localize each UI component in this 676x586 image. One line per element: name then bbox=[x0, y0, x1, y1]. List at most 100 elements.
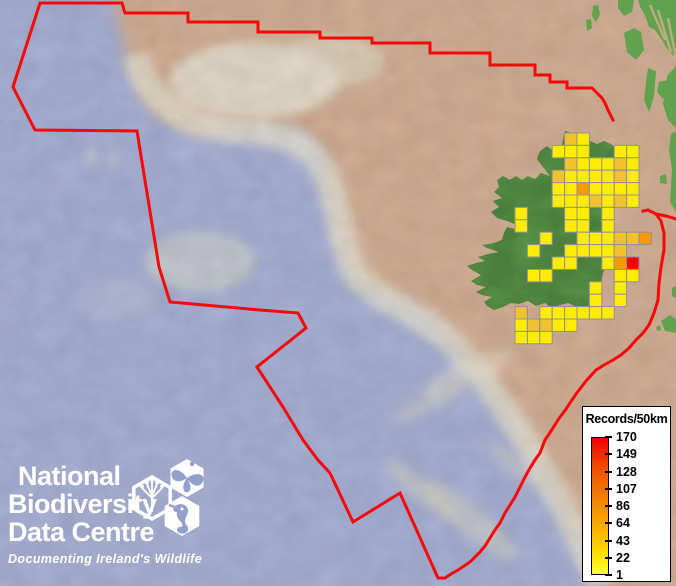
grid-cell[interactable] bbox=[613, 293, 628, 308]
grid-cell[interactable] bbox=[626, 157, 640, 171]
grid-cell[interactable] bbox=[613, 157, 628, 171]
grid-cell[interactable] bbox=[613, 256, 628, 270]
grid-cell[interactable] bbox=[613, 281, 628, 295]
grid-cell[interactable] bbox=[539, 231, 553, 246]
grid-cell[interactable] bbox=[588, 169, 603, 184]
grid-cell[interactable] bbox=[551, 306, 566, 320]
grid-cell[interactable] bbox=[601, 231, 615, 246]
legend-tick-value: 43 bbox=[616, 533, 630, 548]
grid-cell[interactable] bbox=[576, 132, 590, 146]
grid-cell[interactable] bbox=[613, 268, 628, 283]
grid-cell[interactable] bbox=[576, 244, 590, 258]
grid-cell[interactable] bbox=[564, 182, 578, 196]
grid-cell[interactable] bbox=[613, 169, 628, 184]
grid-cell[interactable] bbox=[526, 268, 541, 283]
grid-cell[interactable] bbox=[626, 144, 640, 159]
grid-cell[interactable] bbox=[564, 132, 578, 146]
coastal-strips bbox=[656, 131, 676, 333]
grid-cell[interactable] bbox=[551, 194, 566, 208]
grid-cell[interactable] bbox=[601, 169, 615, 184]
legend-tick-mark bbox=[605, 505, 612, 507]
grid-cell[interactable] bbox=[626, 256, 640, 270]
grid-cell[interactable] bbox=[613, 144, 628, 159]
grid-cell[interactable] bbox=[626, 182, 640, 196]
grid-cell[interactable] bbox=[576, 157, 590, 171]
grid-cell[interactable] bbox=[613, 244, 628, 258]
grid-cell[interactable] bbox=[539, 330, 553, 345]
grid-cell[interactable] bbox=[551, 144, 566, 159]
grid-cell[interactable] bbox=[564, 194, 578, 208]
grid-cell[interactable] bbox=[564, 244, 578, 258]
grid-cell[interactable] bbox=[576, 206, 590, 221]
grid-cell[interactable] bbox=[588, 194, 603, 208]
grid-cell[interactable] bbox=[601, 244, 615, 258]
grid-cell[interactable] bbox=[514, 330, 528, 345]
grid-cell[interactable] bbox=[551, 256, 566, 270]
grid-cell[interactable] bbox=[551, 169, 566, 184]
grid-cell[interactable] bbox=[576, 194, 590, 208]
legend-tick-mark bbox=[605, 556, 612, 559]
grid-cell[interactable] bbox=[526, 244, 541, 258]
grid-cell[interactable] bbox=[539, 318, 553, 332]
grid-cell[interactable] bbox=[588, 244, 603, 258]
grid-cell[interactable] bbox=[526, 330, 541, 345]
grid-cell[interactable] bbox=[601, 219, 615, 233]
legend-tick-mark bbox=[605, 574, 612, 576]
grid-cell[interactable] bbox=[638, 231, 652, 246]
grid-cell[interactable] bbox=[588, 231, 603, 246]
grid-cell[interactable] bbox=[514, 318, 528, 332]
grid-cell[interactable] bbox=[576, 306, 590, 320]
grid-cell[interactable] bbox=[564, 144, 578, 159]
grid-cell[interactable] bbox=[601, 256, 615, 270]
grid-cell[interactable] bbox=[588, 182, 603, 196]
grid-cell[interactable] bbox=[588, 306, 603, 320]
legend-tick-value: 170 bbox=[616, 430, 637, 444]
records-heat-grid[interactable] bbox=[514, 132, 652, 345]
grid-cell[interactable] bbox=[539, 268, 553, 283]
logo-tagline: Documenting Ireland's Wildlife bbox=[8, 552, 203, 566]
grid-cell[interactable] bbox=[588, 157, 603, 171]
legend-tick-mark bbox=[605, 522, 612, 525]
grid-cell[interactable] bbox=[626, 268, 640, 283]
grid-cell[interactable] bbox=[601, 306, 615, 320]
grid-cell[interactable] bbox=[601, 206, 615, 221]
grid-cell[interactable] bbox=[601, 157, 615, 171]
grid-cell[interactable] bbox=[601, 194, 615, 208]
grid-cell[interactable] bbox=[588, 281, 603, 295]
legend-tick-value: 1 bbox=[616, 568, 623, 582]
grid-cell[interactable] bbox=[539, 306, 553, 320]
grid-cell[interactable] bbox=[613, 231, 628, 246]
grid-cell[interactable] bbox=[576, 144, 590, 159]
maritime-boundary-line bbox=[11, 1, 666, 580]
legend-title: Records/50km bbox=[585, 412, 668, 426]
logo-line-1: National bbox=[18, 461, 121, 491]
grid-cell[interactable] bbox=[514, 206, 528, 221]
grid-cell[interactable] bbox=[626, 231, 640, 246]
grid-cell[interactable] bbox=[626, 169, 640, 184]
grid-cell[interactable] bbox=[613, 182, 628, 196]
grid-cell[interactable] bbox=[564, 256, 578, 270]
grid-cell[interactable] bbox=[526, 318, 541, 332]
grid-cell[interactable] bbox=[551, 182, 566, 196]
grid-cell[interactable] bbox=[576, 231, 590, 246]
legend-tick-mark bbox=[605, 436, 612, 438]
grid-cell[interactable] bbox=[564, 219, 578, 233]
grid-cell[interactable] bbox=[551, 318, 566, 332]
grid-cell[interactable] bbox=[576, 169, 590, 184]
grid-cell[interactable] bbox=[564, 157, 578, 171]
grid-cell[interactable] bbox=[576, 182, 590, 196]
grid-cell[interactable] bbox=[588, 293, 603, 308]
grid-cell[interactable] bbox=[564, 169, 578, 184]
grid-cell[interactable] bbox=[601, 182, 615, 196]
grid-cell[interactable] bbox=[564, 306, 578, 320]
grid-cell[interactable] bbox=[564, 206, 578, 221]
grid-cell[interactable] bbox=[564, 318, 578, 332]
legend-tick-value: 86 bbox=[616, 499, 630, 513]
grid-cell[interactable] bbox=[514, 306, 528, 320]
grid-cell[interactable] bbox=[613, 194, 628, 208]
grid-cell[interactable] bbox=[626, 194, 640, 208]
grid-cell[interactable] bbox=[514, 219, 528, 233]
grid-cell[interactable] bbox=[576, 219, 590, 233]
